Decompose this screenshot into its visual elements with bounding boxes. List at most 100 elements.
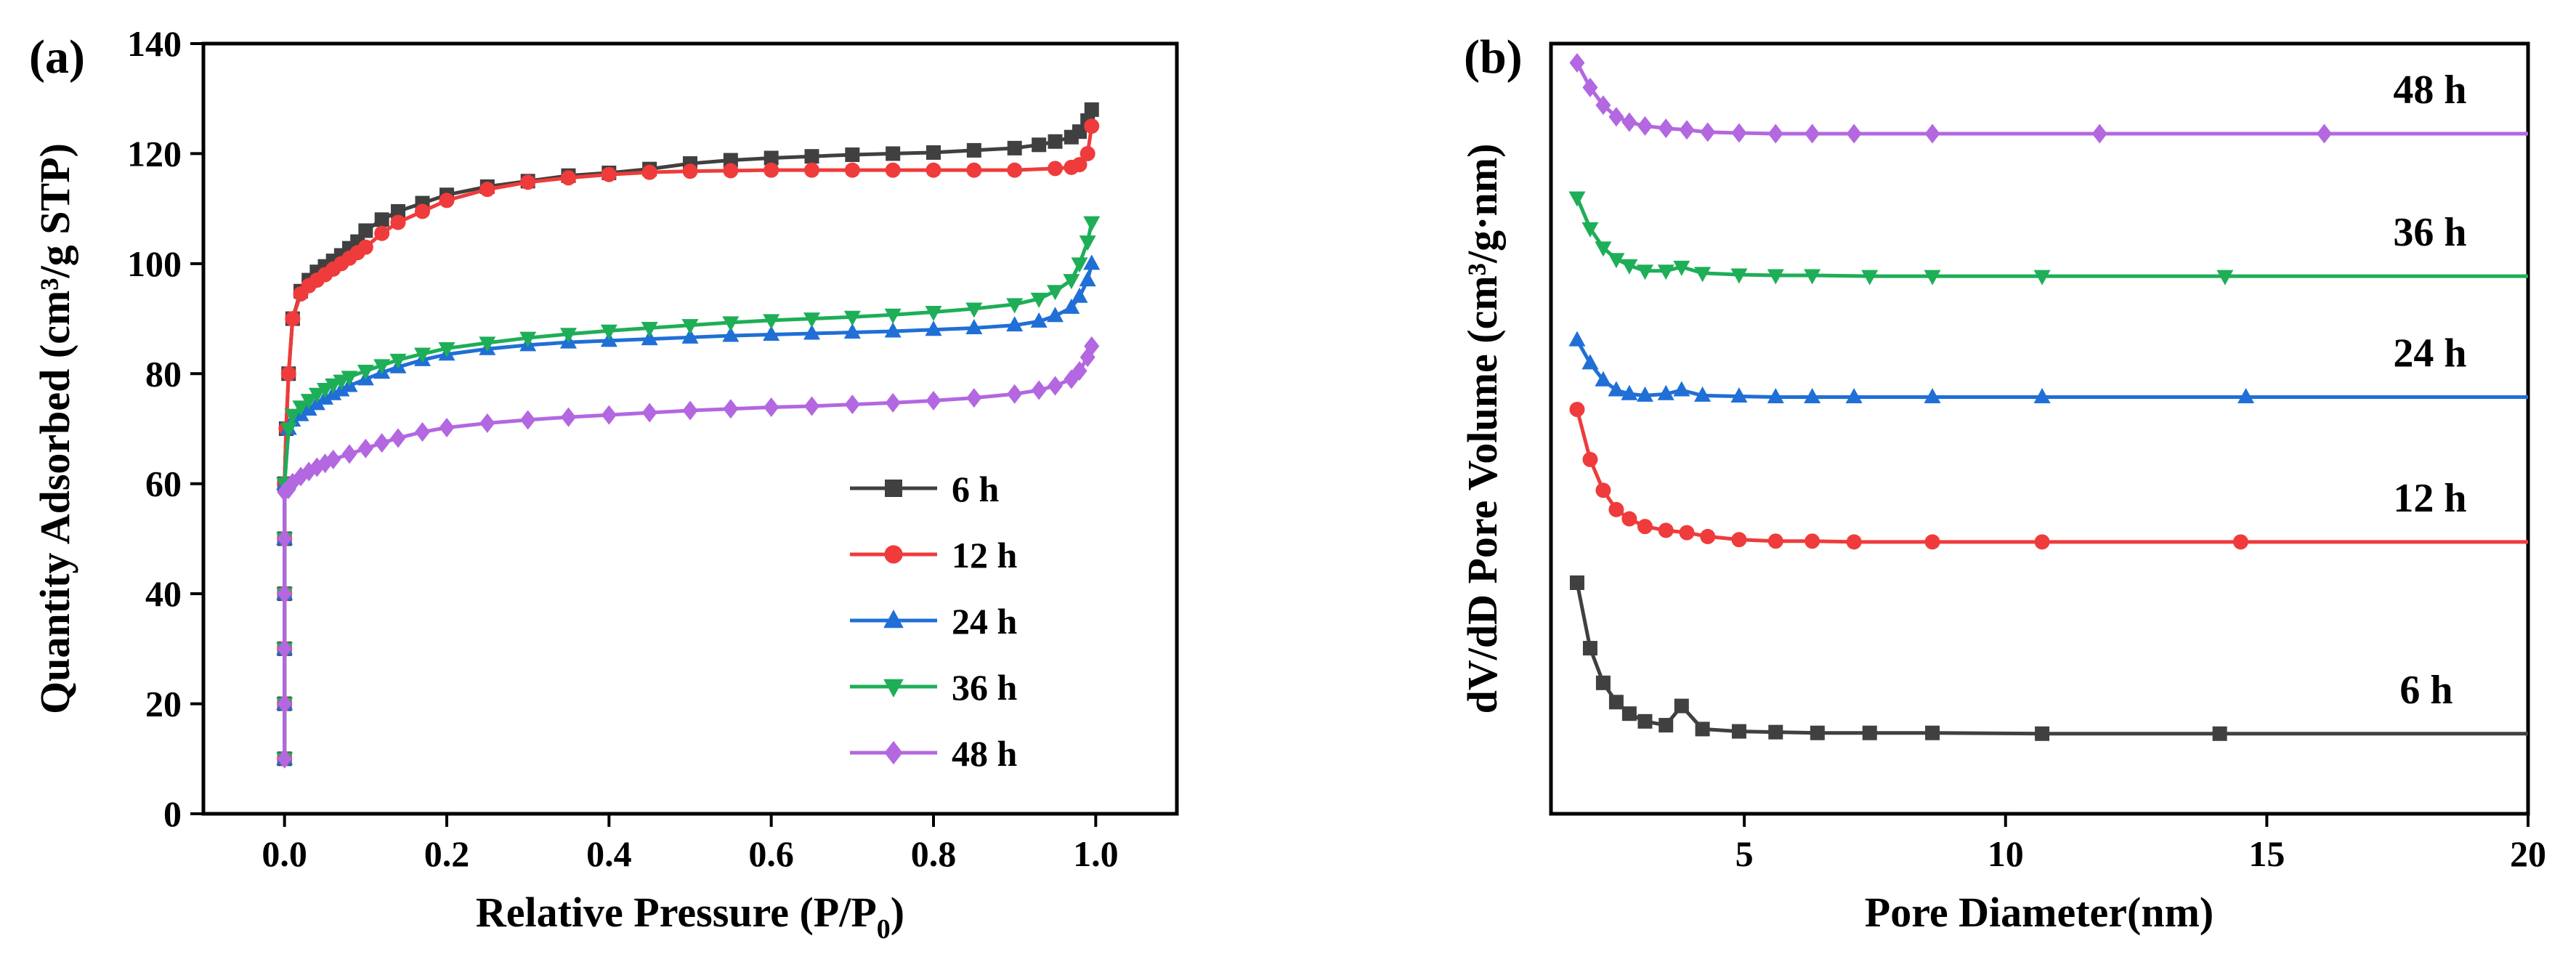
data-point bbox=[1700, 122, 1716, 142]
data-point bbox=[1569, 575, 1584, 590]
data-point bbox=[2091, 124, 2107, 144]
data-point bbox=[479, 336, 496, 352]
panel-b-series-24h bbox=[1568, 331, 2528, 404]
data-point bbox=[1621, 384, 1638, 400]
data-point bbox=[844, 162, 860, 178]
data-point bbox=[280, 422, 297, 438]
legend-label: 36 h bbox=[952, 667, 1018, 708]
curve-label: 48 h bbox=[2393, 68, 2466, 113]
legend-marker bbox=[883, 679, 904, 698]
data-point bbox=[357, 438, 373, 458]
panel-a-y-tick-label: 140 bbox=[127, 23, 182, 64]
panel-b-series bbox=[1568, 53, 2528, 741]
panel-b-series-12h bbox=[1569, 402, 2528, 550]
data-point bbox=[1608, 253, 1625, 269]
legend-label: 6 h bbox=[952, 469, 1000, 509]
data-point bbox=[1608, 501, 1624, 517]
data-point bbox=[723, 153, 738, 168]
data-point bbox=[391, 203, 405, 219]
series-line bbox=[283, 222, 1094, 759]
data-point bbox=[341, 371, 358, 387]
data-point bbox=[519, 331, 537, 347]
data-point bbox=[1083, 216, 1101, 232]
data-point bbox=[285, 311, 301, 327]
data-point bbox=[2033, 388, 2051, 404]
data-point bbox=[1031, 380, 1047, 400]
data-point bbox=[601, 405, 617, 425]
panel-b-x-tick-label: 5 bbox=[1735, 833, 1754, 874]
data-point bbox=[1861, 270, 1879, 286]
data-point bbox=[1731, 532, 1747, 548]
panel-a-y-tick-label: 120 bbox=[127, 133, 182, 174]
panel-b-curve-labels: 6 h 12 h 24 h 36 h 48 h bbox=[2393, 68, 2466, 713]
panel-b-pore-distribution-chart: 5 10 15 20 6 h 12 h 24 h 36 h 48 h (b) dV/dD Po… bbox=[1459, 31, 2546, 936]
data-point bbox=[844, 395, 860, 415]
data-point bbox=[764, 397, 779, 417]
data-point bbox=[374, 225, 390, 241]
data-point bbox=[1569, 402, 1585, 417]
curve-label: 24 h bbox=[2393, 331, 2466, 376]
data-point bbox=[415, 203, 430, 219]
data-point bbox=[845, 147, 860, 162]
data-point bbox=[1846, 124, 1862, 144]
data-point bbox=[1700, 528, 1716, 544]
data-point bbox=[886, 146, 901, 161]
data-point bbox=[965, 302, 983, 318]
data-point bbox=[1730, 387, 1748, 403]
series-line bbox=[1575, 582, 2528, 736]
data-point bbox=[1007, 140, 1022, 155]
data-point bbox=[1568, 331, 1586, 347]
data-point bbox=[280, 365, 296, 381]
data-point bbox=[966, 162, 982, 178]
panel-b-label: (b) bbox=[1464, 31, 1523, 84]
data-point bbox=[1072, 124, 1087, 140]
data-point bbox=[763, 326, 780, 341]
data-point bbox=[1595, 675, 1611, 690]
data-point bbox=[389, 353, 407, 369]
data-point bbox=[1006, 298, 1024, 314]
data-point bbox=[1072, 157, 1087, 173]
data-point bbox=[1582, 77, 1598, 97]
panel-b-series-48h bbox=[1569, 53, 2528, 144]
data-point bbox=[764, 150, 779, 166]
panel-b-x-tick-label: 15 bbox=[2248, 833, 2285, 874]
data-point bbox=[1595, 371, 1612, 387]
data-point bbox=[1805, 124, 1820, 144]
panel-a-series-36h bbox=[276, 216, 1101, 768]
data-point bbox=[357, 365, 374, 380]
data-point bbox=[479, 413, 495, 433]
data-point bbox=[277, 694, 293, 714]
data-point bbox=[358, 223, 373, 238]
data-point bbox=[341, 444, 357, 464]
data-point bbox=[1007, 162, 1023, 178]
data-point bbox=[1047, 285, 1064, 301]
legend-item: 48 h bbox=[850, 733, 1018, 774]
legend-marker bbox=[885, 480, 902, 497]
data-point bbox=[438, 341, 455, 357]
panel-a-y-tick-label: 40 bbox=[145, 573, 182, 614]
data-point bbox=[926, 145, 941, 160]
data-point bbox=[804, 162, 819, 178]
data-point bbox=[1569, 53, 1585, 73]
data-point bbox=[722, 326, 740, 342]
data-point bbox=[1636, 264, 1653, 280]
panel-a-series bbox=[276, 102, 1101, 769]
data-point bbox=[520, 410, 536, 430]
panel-a-x-tick-label: 0.0 bbox=[262, 833, 307, 874]
data-point bbox=[2216, 270, 2234, 286]
data-point bbox=[1071, 257, 1088, 273]
panel-a-series-48h bbox=[277, 336, 1100, 769]
data-point bbox=[1047, 307, 1064, 323]
legend-marker bbox=[883, 610, 904, 628]
data-point bbox=[2316, 124, 2332, 144]
data-point bbox=[2035, 726, 2050, 741]
panel-b-x-tick-label: 20 bbox=[2510, 833, 2546, 874]
data-point bbox=[1582, 451, 1598, 467]
data-point bbox=[561, 170, 576, 186]
panel-a-isotherm-chart: 0.0 0.2 0.4 0.6 0.8 1.0 0 20 40 60 80 100 120 140 6 … bbox=[29, 23, 1179, 945]
data-point bbox=[415, 422, 430, 442]
data-point bbox=[1080, 145, 1095, 161]
panel-a-y-tick-label: 0 bbox=[163, 793, 182, 834]
data-point bbox=[1924, 270, 1941, 286]
